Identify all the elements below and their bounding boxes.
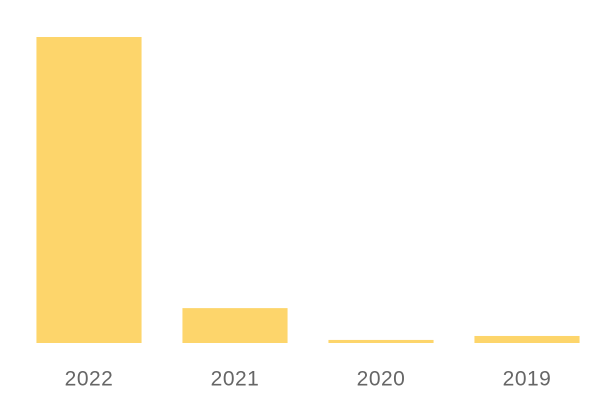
x-tick-label: 2020	[357, 368, 406, 391]
bar	[182, 308, 288, 343]
x-tick-label: 2022	[65, 368, 114, 391]
x-tick-label: 2019	[503, 368, 552, 391]
x-tick-label: 2021	[211, 368, 260, 391]
bar	[36, 37, 142, 343]
bar	[328, 339, 434, 343]
bar	[474, 335, 580, 343]
